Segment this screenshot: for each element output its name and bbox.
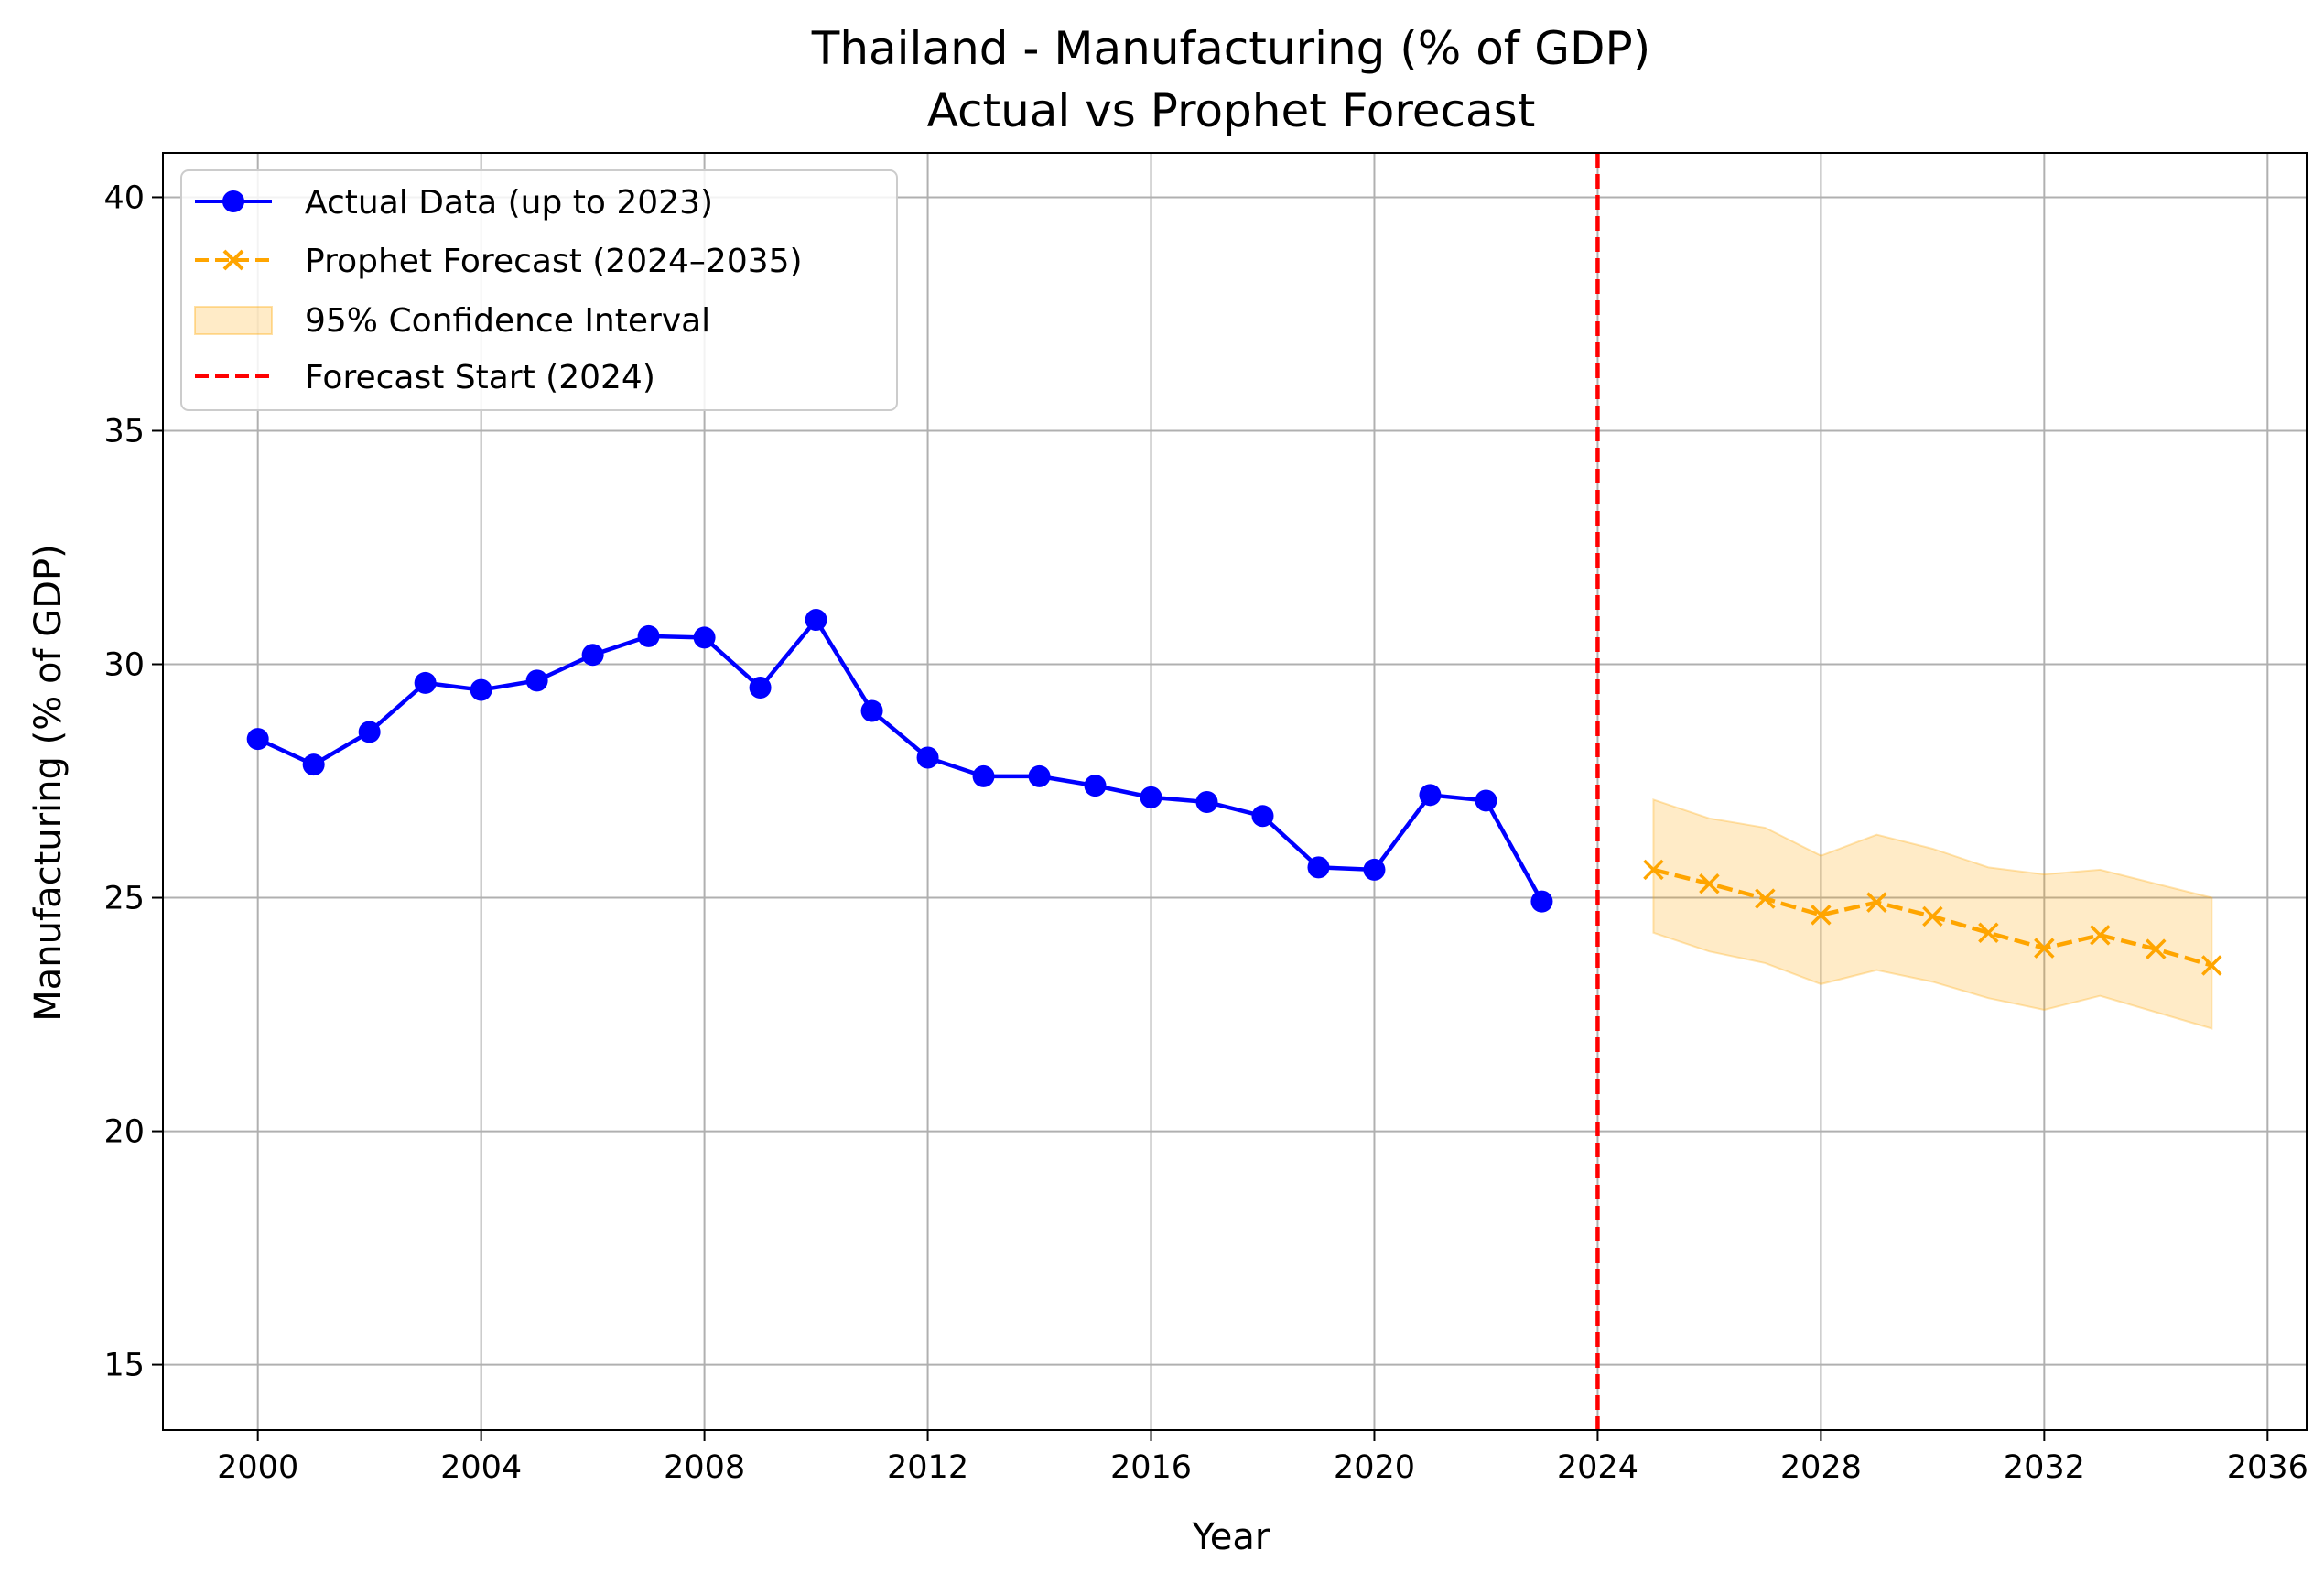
actual-data-point [749, 677, 772, 699]
axis-ticks: 2000 2004 2008 2012 2016 2020 2024 2028 2032 2036… [103, 179, 2308, 1486]
x-tick-label: 2008 [664, 1449, 745, 1486]
legend-forecast-label: Prophet Forecast (2024–2035) [305, 243, 803, 280]
actual-data-point [1195, 790, 1218, 813]
plot-area-frame [162, 152, 2308, 1431]
x-tick-label: 2032 [2004, 1449, 2085, 1486]
x-tick-label: 2000 [217, 1449, 298, 1486]
forecast-data-point [2034, 938, 2055, 959]
forecast-data-point [1978, 922, 1999, 944]
legend-actual-label: Actual Data (up to 2023) [305, 184, 713, 222]
legend: Actual Data (up to 2023) Prophet Forecas… [180, 169, 898, 411]
actual-data-point [1530, 890, 1553, 913]
y-tick-label: 30 [103, 647, 145, 684]
forecast-data-point [2090, 925, 2111, 946]
actual-data-point [1251, 805, 1274, 828]
legend-ci-label: 95% Confidence Interval [305, 302, 710, 340]
actual-data-point [470, 678, 492, 701]
actual-data-point [302, 753, 325, 776]
forecast-data-point [1643, 859, 1664, 881]
actual-data-point [916, 746, 939, 769]
chart-title: Thailand - Manufacturing (% of GDP) [811, 22, 1650, 75]
x-tick-label: 2012 [887, 1449, 968, 1486]
actual-data-point [358, 721, 381, 743]
confidence-band [1652, 798, 2213, 1030]
actual-data-point [860, 699, 883, 722]
y-tick-label: 25 [103, 881, 145, 917]
series-layer [246, 153, 2222, 1430]
actual-data-point [1084, 775, 1107, 797]
y-tick-label: 15 [103, 1348, 145, 1384]
actual-data-point [805, 609, 827, 632]
actual-data-point [1363, 858, 1386, 881]
x-tick-label: 2028 [1780, 1449, 1862, 1486]
forecast-data-point [1699, 873, 1720, 894]
forecast-data-point [2146, 938, 2167, 959]
actual-data-point [972, 764, 995, 787]
y-tick-label: 20 [103, 1114, 145, 1151]
actual-data-point [1475, 789, 1497, 812]
forecast-data-point [1922, 905, 1943, 927]
forecast-data-point [1755, 888, 1776, 909]
forecast-data-point [1866, 892, 1887, 913]
y-tick-label: 40 [103, 179, 145, 216]
legend-forecast-marker [222, 249, 244, 271]
y-tick-label: 35 [103, 413, 145, 450]
forecast-data-point [2201, 955, 2222, 976]
x-tick-label: 2024 [1557, 1449, 1638, 1486]
actual-data-point [525, 669, 548, 692]
actual-data-point [1307, 856, 1330, 879]
actual-data-point [1140, 786, 1162, 808]
y-axis-label: Manufacturing (% of GDP) [27, 544, 70, 1021]
x-tick-label: 2036 [2227, 1449, 2308, 1486]
x-axis-label: Year [1192, 1516, 1270, 1558]
actual-data-point [581, 644, 604, 667]
forecast-data-point [1811, 905, 1832, 926]
x-tick-label: 2020 [1334, 1449, 1415, 1486]
actual-data-point [693, 626, 716, 649]
confidence-band-layer [1652, 798, 2213, 1030]
legend-actual-marker [222, 190, 244, 212]
chart-subtitle: Actual vs Prophet Forecast [927, 84, 1536, 137]
actual-data-point [1028, 764, 1051, 787]
legend-ci-swatch [194, 306, 273, 335]
x-tick-label: 2016 [1110, 1449, 1192, 1486]
actual-data-point [414, 671, 437, 694]
actual-data-point [637, 624, 660, 647]
legend-vline-label: Forecast Start (2024) [305, 359, 655, 396]
legend-box [180, 169, 898, 411]
x-tick-label: 2004 [440, 1449, 522, 1486]
actual-data-point [1419, 784, 1442, 807]
actual-data-point [246, 728, 269, 751]
